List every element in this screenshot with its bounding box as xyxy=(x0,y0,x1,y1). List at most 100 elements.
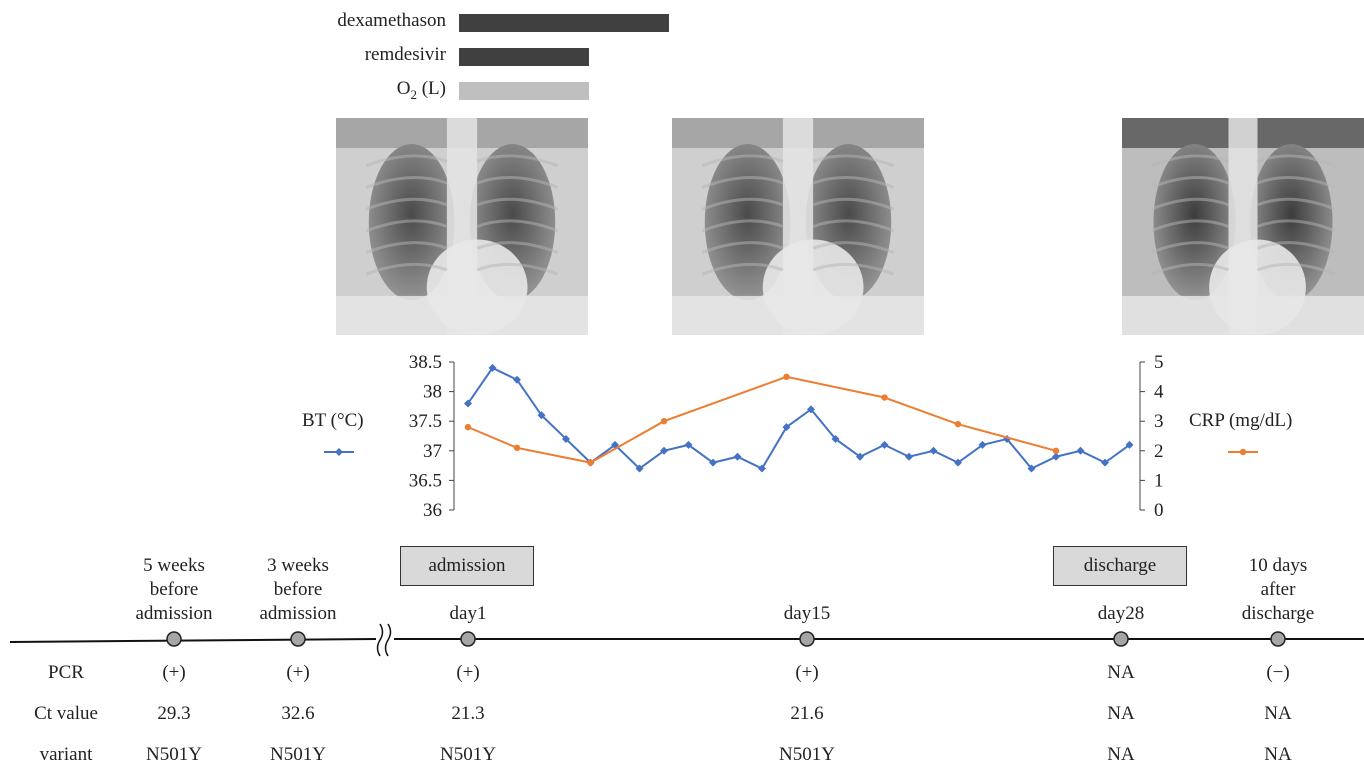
bt-point xyxy=(537,411,546,420)
left-tick-label: 36 xyxy=(423,500,442,521)
timeline-label-line: after xyxy=(1260,579,1296,600)
timeline-break-icon xyxy=(384,623,392,657)
bt-point xyxy=(611,440,619,449)
bt-point xyxy=(684,440,693,449)
table-cell-pcr: (−) xyxy=(1266,662,1290,683)
treatment-label-remdesivir: remdesivir xyxy=(364,44,446,65)
timeline-label-line: admission xyxy=(259,603,337,624)
right-tick-label: 2 xyxy=(1154,441,1164,462)
left-tick-label: 37 xyxy=(423,441,442,462)
table-cell-variant: NA xyxy=(1107,744,1135,765)
crp-point xyxy=(464,423,472,431)
left-tick-label: 36.5 xyxy=(409,470,442,491)
timeline-label-line: 10 days xyxy=(1248,555,1308,576)
right-tick-label: 0 xyxy=(1154,500,1164,521)
table-cell-ct: 29.3 xyxy=(157,703,191,724)
right-tick-label: 3 xyxy=(1154,411,1164,432)
timeline-label-w5: 5 weeks before admission xyxy=(104,554,244,626)
bt-point xyxy=(856,452,864,461)
crp-point xyxy=(783,373,790,380)
crp-point xyxy=(954,420,962,428)
bt-point xyxy=(1076,446,1085,455)
bt-crp-line-chart: 36 36.5 37 37.5 38 38.5 0 1 2 3 4 5 BT (°C) CRP (mg… xyxy=(302,352,1292,521)
timeline-label-line: admission xyxy=(135,603,213,624)
timeline-label-line: discharge xyxy=(1241,603,1315,624)
timeline-point-marker xyxy=(460,631,476,647)
timeline-label-d1: day1 xyxy=(398,602,538,626)
bt-point xyxy=(1101,458,1109,467)
bt-point xyxy=(1125,440,1134,449)
bt-point xyxy=(513,375,521,384)
treatment-bar-dexamethason xyxy=(459,14,669,32)
table-cell-variant: N501Y xyxy=(779,744,835,765)
bt-point xyxy=(978,440,987,449)
bt-point xyxy=(782,423,791,432)
timeline-label-w3: 3 weeks before admission xyxy=(228,554,368,626)
legend-bt-marker xyxy=(335,448,343,456)
bt-point xyxy=(929,446,938,455)
table-cell-ct: NA xyxy=(1264,703,1292,724)
treatment-bar-remdesivir xyxy=(459,48,589,66)
event-box-discharge: discharge xyxy=(1053,546,1187,586)
left-y-axis: 36 36.5 37 37.5 38 38.5 xyxy=(409,352,455,521)
bt-point xyxy=(1027,464,1036,473)
timeline-point-marker xyxy=(290,631,306,647)
timeline-label-line: 5 weeks xyxy=(143,555,205,576)
series-bt xyxy=(464,363,1134,473)
timeline-label-a10: 10 days after discharge xyxy=(1208,554,1348,626)
timeline-label-line: before xyxy=(149,579,199,600)
right-tick-label: 1 xyxy=(1154,470,1164,491)
left-tick-label: 37.5 xyxy=(409,411,442,432)
crp-point xyxy=(881,394,888,401)
bt-point xyxy=(488,363,497,372)
timeline-point-marker xyxy=(799,631,815,647)
bt-point xyxy=(758,464,766,473)
bt-point xyxy=(635,464,644,473)
table-cell-variant: N501Y xyxy=(270,744,326,765)
timeline-label-line: 3 weeks xyxy=(267,555,329,576)
timeline-label-line: day1 xyxy=(449,603,487,624)
legend: BT (°C) CRP (mg/dL) xyxy=(302,410,1292,456)
table-cell-pcr: (+) xyxy=(795,662,819,683)
bt-line xyxy=(467,366,1131,470)
timeline-point-marker xyxy=(166,631,182,647)
chest-xray-admission xyxy=(336,118,588,335)
right-y-axis: 0 1 2 3 4 5 xyxy=(1139,352,1164,521)
timeline-axis xyxy=(9,623,1364,657)
treatment-label-oxygen: O2 (L) xyxy=(396,78,446,102)
treatment-bar-oxygen xyxy=(459,82,589,100)
table-cell-ct: NA xyxy=(1107,703,1135,724)
table-cell-ct: 21.6 xyxy=(790,703,824,724)
table-row-header: PCR xyxy=(48,662,84,683)
crp-point xyxy=(587,459,594,466)
table-cell-ct: 32.6 xyxy=(281,703,315,724)
crp-line xyxy=(467,375,1057,464)
timeline-label-line: day28 xyxy=(1097,603,1145,624)
table-row-header: variant xyxy=(39,744,93,765)
table-cell-pcr: NA xyxy=(1107,662,1135,683)
bt-point xyxy=(831,434,840,443)
timeline-label-line: day15 xyxy=(783,603,831,624)
bt-point xyxy=(709,458,717,467)
timeline-label-line: before xyxy=(273,579,323,600)
bt-point xyxy=(880,440,889,449)
table-cell-variant: N501Y xyxy=(440,744,496,765)
legend-bt-label: BT (°C) xyxy=(302,410,364,431)
bt-point xyxy=(464,399,472,408)
crp-point xyxy=(513,444,521,452)
chest-xray-discharge xyxy=(1122,118,1364,335)
table-cell-ct: 21.3 xyxy=(451,703,485,724)
table-cell-variant: NA xyxy=(1264,744,1292,765)
timeline-break-icon xyxy=(376,623,384,657)
legend-crp-label: CRP (mg/dL) xyxy=(1189,410,1292,431)
table-cell-pcr: (+) xyxy=(456,662,480,683)
timeline-label-d28: day28 xyxy=(1051,602,1191,626)
table-cell-pcr: (+) xyxy=(162,662,186,683)
timeline-point-marker xyxy=(1270,631,1286,647)
timeline-label-d15: day15 xyxy=(737,602,877,626)
bt-point xyxy=(1052,452,1060,461)
right-tick-label: 4 xyxy=(1154,382,1164,403)
timeline-point-marker xyxy=(1113,631,1129,647)
event-box-admission: admission xyxy=(400,546,534,586)
table-row-header: Ct value xyxy=(34,703,98,724)
